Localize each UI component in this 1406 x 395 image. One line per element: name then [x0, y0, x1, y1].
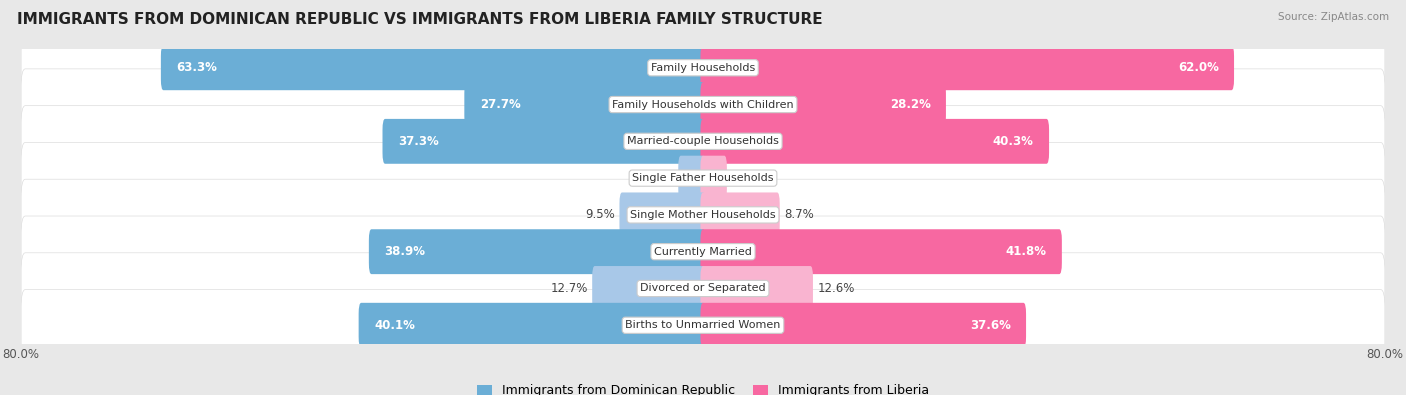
- Text: 40.3%: 40.3%: [993, 135, 1033, 148]
- Text: 27.7%: 27.7%: [479, 98, 520, 111]
- FancyBboxPatch shape: [382, 119, 706, 164]
- Text: Currently Married: Currently Married: [654, 247, 752, 257]
- FancyBboxPatch shape: [359, 303, 706, 348]
- Text: Married-couple Households: Married-couple Households: [627, 136, 779, 146]
- Text: Single Father Households: Single Father Households: [633, 173, 773, 183]
- Text: 8.7%: 8.7%: [785, 209, 814, 222]
- Text: 9.5%: 9.5%: [585, 209, 616, 222]
- FancyBboxPatch shape: [21, 105, 1385, 177]
- FancyBboxPatch shape: [21, 290, 1385, 361]
- FancyBboxPatch shape: [21, 216, 1385, 288]
- FancyBboxPatch shape: [160, 45, 706, 90]
- FancyBboxPatch shape: [700, 229, 1062, 274]
- FancyBboxPatch shape: [592, 266, 706, 311]
- FancyBboxPatch shape: [700, 303, 1026, 348]
- Text: Family Households with Children: Family Households with Children: [612, 100, 794, 109]
- FancyBboxPatch shape: [21, 69, 1385, 140]
- Text: IMMIGRANTS FROM DOMINICAN REPUBLIC VS IMMIGRANTS FROM LIBERIA FAMILY STRUCTURE: IMMIGRANTS FROM DOMINICAN REPUBLIC VS IM…: [17, 12, 823, 27]
- FancyBboxPatch shape: [700, 82, 946, 127]
- FancyBboxPatch shape: [620, 192, 706, 237]
- FancyBboxPatch shape: [700, 192, 780, 237]
- Text: 12.6%: 12.6%: [817, 282, 855, 295]
- FancyBboxPatch shape: [21, 253, 1385, 324]
- FancyBboxPatch shape: [700, 45, 1234, 90]
- Text: 41.8%: 41.8%: [1005, 245, 1046, 258]
- FancyBboxPatch shape: [21, 179, 1385, 250]
- FancyBboxPatch shape: [700, 266, 813, 311]
- Text: 37.3%: 37.3%: [398, 135, 439, 148]
- FancyBboxPatch shape: [700, 119, 1049, 164]
- Text: 62.0%: 62.0%: [1178, 61, 1219, 74]
- Text: Family Households: Family Households: [651, 63, 755, 73]
- Text: Source: ZipAtlas.com: Source: ZipAtlas.com: [1278, 12, 1389, 22]
- Text: 37.6%: 37.6%: [970, 319, 1011, 332]
- FancyBboxPatch shape: [21, 32, 1385, 103]
- Text: 2.6%: 2.6%: [644, 171, 673, 184]
- FancyBboxPatch shape: [21, 143, 1385, 214]
- Text: Births to Unmarried Women: Births to Unmarried Women: [626, 320, 780, 330]
- Text: 28.2%: 28.2%: [890, 98, 931, 111]
- Text: 2.5%: 2.5%: [731, 171, 761, 184]
- Text: 40.1%: 40.1%: [374, 319, 415, 332]
- FancyBboxPatch shape: [678, 156, 706, 201]
- FancyBboxPatch shape: [464, 82, 706, 127]
- FancyBboxPatch shape: [368, 229, 706, 274]
- Text: Divorced or Separated: Divorced or Separated: [640, 284, 766, 293]
- Text: Single Mother Households: Single Mother Households: [630, 210, 776, 220]
- Text: 38.9%: 38.9%: [384, 245, 425, 258]
- FancyBboxPatch shape: [700, 156, 727, 201]
- Text: 63.3%: 63.3%: [176, 61, 217, 74]
- Text: 12.7%: 12.7%: [551, 282, 588, 295]
- Legend: Immigrants from Dominican Republic, Immigrants from Liberia: Immigrants from Dominican Republic, Immi…: [471, 379, 935, 395]
